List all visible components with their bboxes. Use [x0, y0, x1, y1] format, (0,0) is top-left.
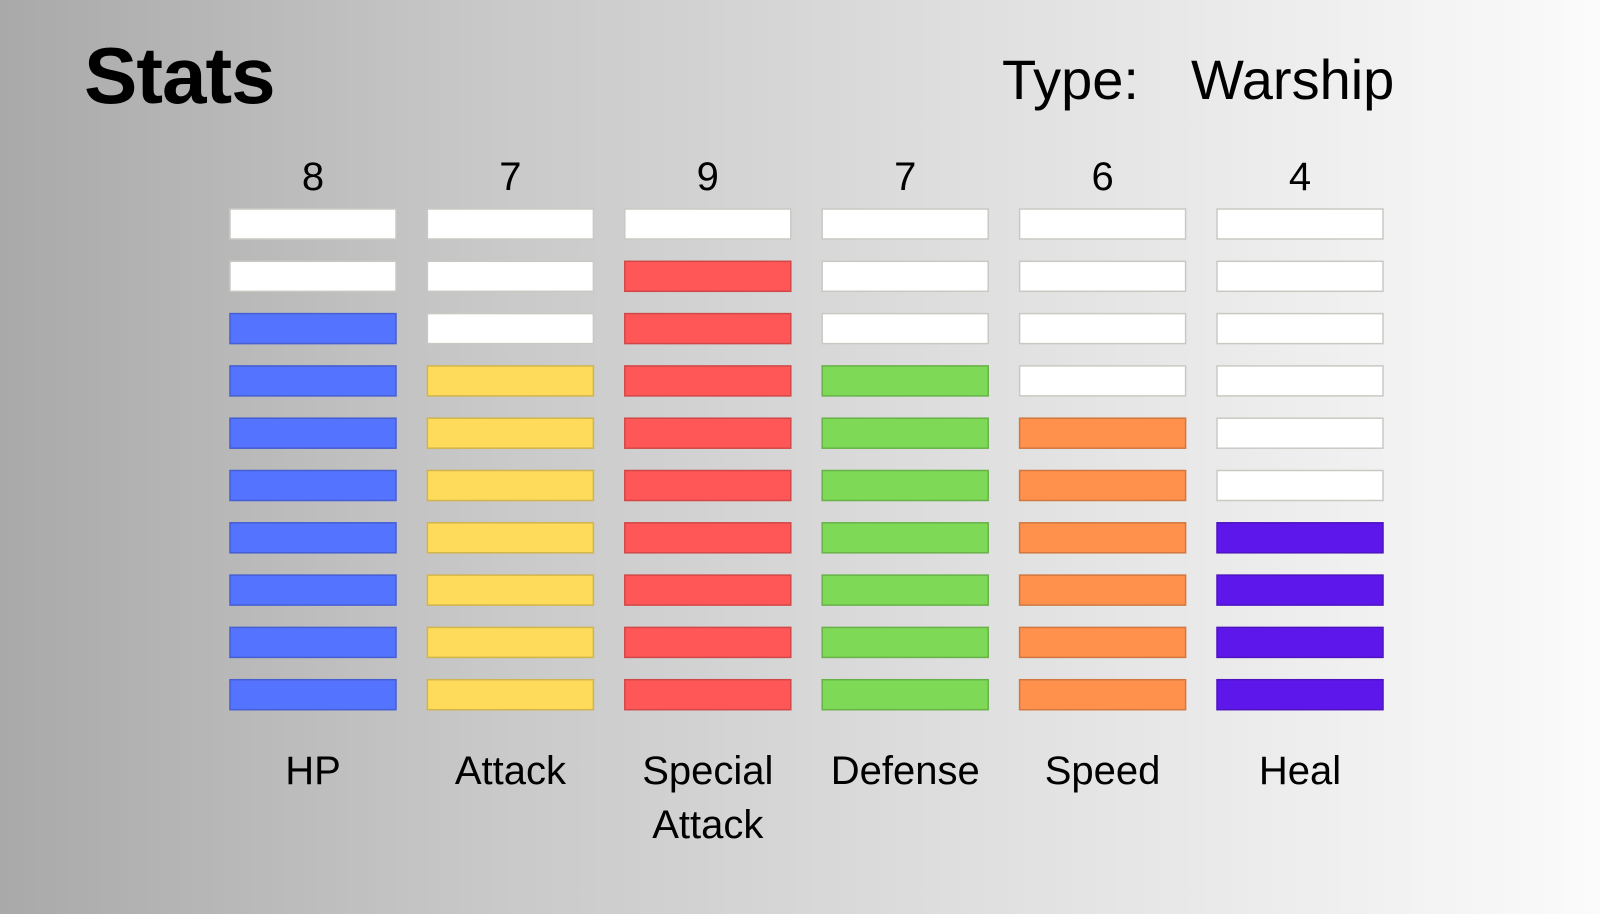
stat-label-heal: Heal	[1259, 749, 1341, 793]
bar-segment-empty	[1216, 365, 1384, 397]
bar-segment-filled	[624, 260, 792, 293]
stat-value-attack: 7	[499, 155, 521, 199]
bar-segment-filled	[624, 417, 792, 449]
bar-segment-filled	[1018, 417, 1187, 449]
bar-segment-filled	[1018, 522, 1187, 554]
stat-value-defense: 7	[894, 155, 916, 199]
stat-value-special-attack: 9	[697, 155, 719, 199]
bar-segment-empty	[1216, 312, 1384, 345]
bar-segment-empty	[1018, 365, 1187, 397]
bar-segment-empty	[1216, 469, 1384, 502]
bar-segment-filled	[1216, 626, 1384, 659]
bar-segment-filled	[624, 574, 792, 606]
bar-segment-empty	[821, 260, 989, 293]
bar-segment-filled	[624, 626, 792, 659]
stat-label-attack: Attack	[455, 749, 567, 793]
bar-segment-empty	[1216, 417, 1384, 449]
bar-segment-filled	[821, 678, 989, 711]
bar-segment-filled	[229, 417, 397, 449]
stat-column-special-attack: 9 Special Attack	[624, 155, 792, 847]
bar-segment-filled	[426, 469, 595, 502]
bar-segment-filled	[426, 417, 595, 449]
bar-segment-filled	[821, 417, 989, 449]
bar-segment-empty	[426, 260, 595, 293]
stat-column-speed: 6 Speed	[1018, 155, 1187, 793]
bar-segment-filled	[624, 469, 792, 502]
stat-label-hp: HP	[285, 749, 341, 793]
bar-segment-empty	[1216, 260, 1384, 293]
bar-segment-filled	[426, 678, 595, 711]
bar-segment-filled	[624, 312, 792, 345]
page-title: Stats	[84, 31, 276, 120]
bar-segment-empty	[426, 312, 595, 345]
stat-label-speed: Speed	[1045, 749, 1161, 793]
bar-segment-empty	[1216, 208, 1384, 240]
stat-value-speed: 6	[1091, 155, 1113, 199]
bar-segment-filled	[624, 522, 792, 554]
bar-segment-filled	[229, 312, 397, 345]
bar-segment-filled	[1018, 469, 1187, 502]
bar-segment-filled	[229, 678, 397, 711]
bar-segment-filled	[1216, 678, 1384, 711]
bar-segment-empty	[229, 208, 397, 240]
bar-segment-filled	[426, 626, 595, 659]
bar-segment-filled	[821, 365, 989, 397]
bar-segment-filled	[821, 574, 989, 606]
bar-segment-filled	[624, 365, 792, 397]
type-value: Warship	[1191, 48, 1395, 111]
bar-segment-filled	[1018, 678, 1187, 711]
bar-segment-filled	[1216, 522, 1384, 554]
stat-value-hp: 8	[302, 155, 324, 199]
stat-label-special-attack: Special Attack	[642, 749, 773, 847]
bar-segment-filled	[1216, 574, 1384, 606]
bar-segment-empty	[821, 208, 989, 240]
stat-label-defense: Defense	[831, 749, 980, 793]
bar-segment-filled	[821, 626, 989, 659]
bar-segment-filled	[229, 365, 397, 397]
stat-column-attack: 7 Attack	[426, 155, 595, 793]
bar-segment-empty	[229, 260, 397, 293]
bar-segment-empty	[1018, 260, 1187, 293]
bar-segment-filled	[229, 626, 397, 659]
bar-segment-empty	[1018, 208, 1187, 240]
bar-segment-filled	[426, 522, 595, 554]
bar-segment-empty	[1018, 312, 1187, 345]
stat-column-hp: 8 HP	[229, 155, 397, 793]
bar-segment-empty	[426, 208, 595, 240]
bar-segment-filled	[229, 469, 397, 502]
type-label: Type:	[1002, 48, 1139, 111]
bar-segment-empty	[624, 208, 792, 240]
bar-segment-filled	[1018, 626, 1187, 659]
bar-segment-filled	[821, 522, 989, 554]
bar-segment-filled	[426, 365, 595, 397]
stat-column-heal: 4 Heal	[1216, 155, 1384, 793]
bar-segment-filled	[624, 678, 792, 711]
bar-segment-filled	[1018, 574, 1187, 606]
stat-value-heal: 4	[1289, 155, 1311, 199]
bar-segment-filled	[821, 469, 989, 502]
bar-segment-empty	[821, 312, 989, 345]
bar-segment-filled	[229, 574, 397, 606]
bar-segment-filled	[426, 574, 595, 606]
stat-column-defense: 7 Defense	[821, 155, 989, 793]
bar-segment-filled	[229, 522, 397, 554]
